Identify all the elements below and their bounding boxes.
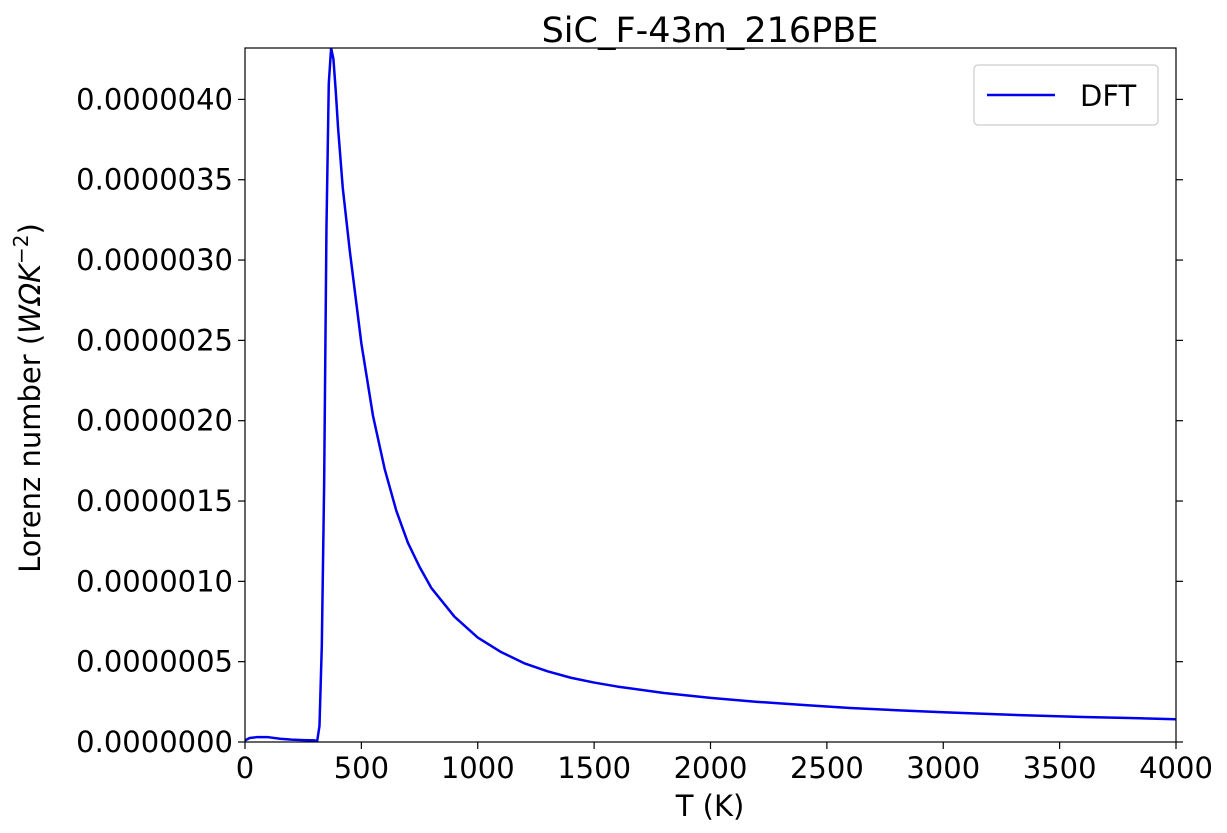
chart-title: SiC_F-43m_216PBE bbox=[542, 11, 879, 51]
series-line-dft bbox=[245, 48, 1176, 742]
plot-frame bbox=[244, 47, 1177, 743]
y-axis-label-close: ) bbox=[13, 223, 47, 234]
y-tick-label: 0.0000005 bbox=[76, 645, 233, 679]
x-axis-ticks: 0 500 1000 1500 2000 2500 3000 3500 4000 bbox=[236, 742, 1213, 785]
x-tick-label: 3500 bbox=[1023, 751, 1097, 785]
x-tick-label: 4000 bbox=[1139, 751, 1213, 785]
y-axis-label-text: Lorenz number ( bbox=[13, 334, 47, 573]
y-tick-label: 0.0000025 bbox=[76, 323, 233, 357]
y-tick-label: 0.0000000 bbox=[76, 725, 233, 759]
legend-box bbox=[973, 64, 1159, 126]
y-tick-label: 0.0000015 bbox=[76, 484, 233, 518]
y-tick-label: 0.0000030 bbox=[76, 243, 233, 277]
y-tick-label: 0.0000035 bbox=[76, 163, 233, 197]
y-tick-label: 0.0000010 bbox=[76, 564, 233, 598]
x-tick-label: 2500 bbox=[790, 751, 864, 785]
x-tick-label: 1000 bbox=[441, 751, 515, 785]
x-tick-label: 3000 bbox=[906, 751, 980, 785]
x-tick-label: 0 bbox=[236, 751, 254, 785]
y-tick-label: 0.0000040 bbox=[76, 82, 233, 116]
x-tick-label: 1500 bbox=[557, 751, 631, 785]
y-tick-label: 0.0000020 bbox=[76, 404, 233, 438]
y-axis-label-exponent: −2 bbox=[9, 234, 33, 263]
legend-label-dft: DFT bbox=[1080, 79, 1137, 113]
y-axis-label-unit: WΩK bbox=[13, 262, 47, 334]
legend: DFT bbox=[973, 64, 1159, 126]
y-axis-ticks: 0.0000000 0.0000005 0.0000010 0.0000015 0.00… bbox=[76, 82, 1183, 759]
x-axis-label: T (K) bbox=[675, 789, 745, 823]
x-tick-label: 500 bbox=[334, 751, 389, 785]
y-axis-label: Lorenz number (WΩK−2) bbox=[9, 223, 47, 573]
x-tick-label: 2000 bbox=[674, 751, 748, 785]
